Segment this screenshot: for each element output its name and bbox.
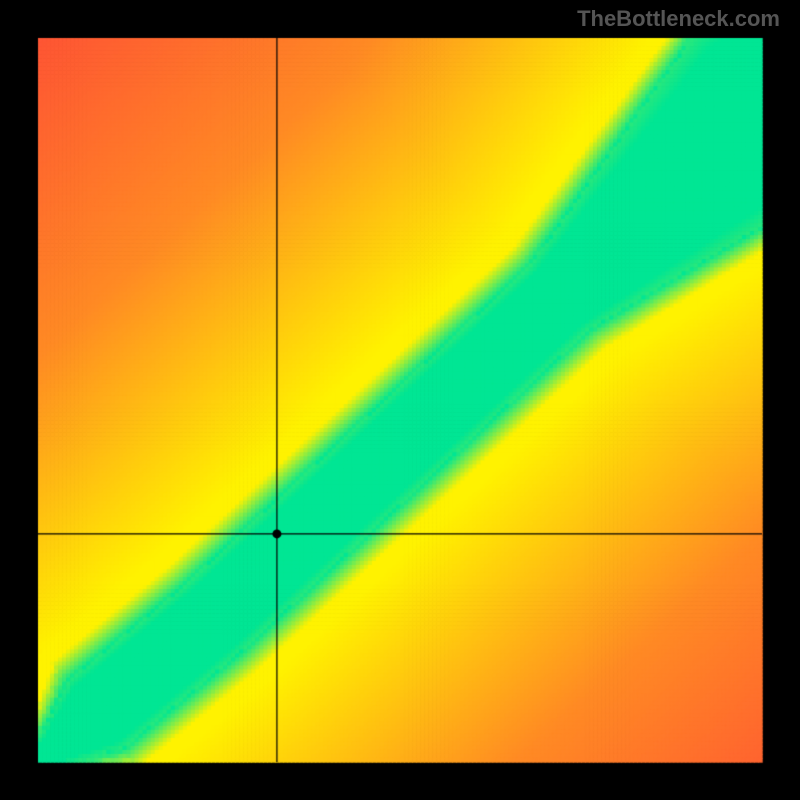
chart-container: TheBottleneck.com [0,0,800,800]
watermark-label: TheBottleneck.com [577,6,780,32]
bottleneck-heatmap [0,0,800,800]
